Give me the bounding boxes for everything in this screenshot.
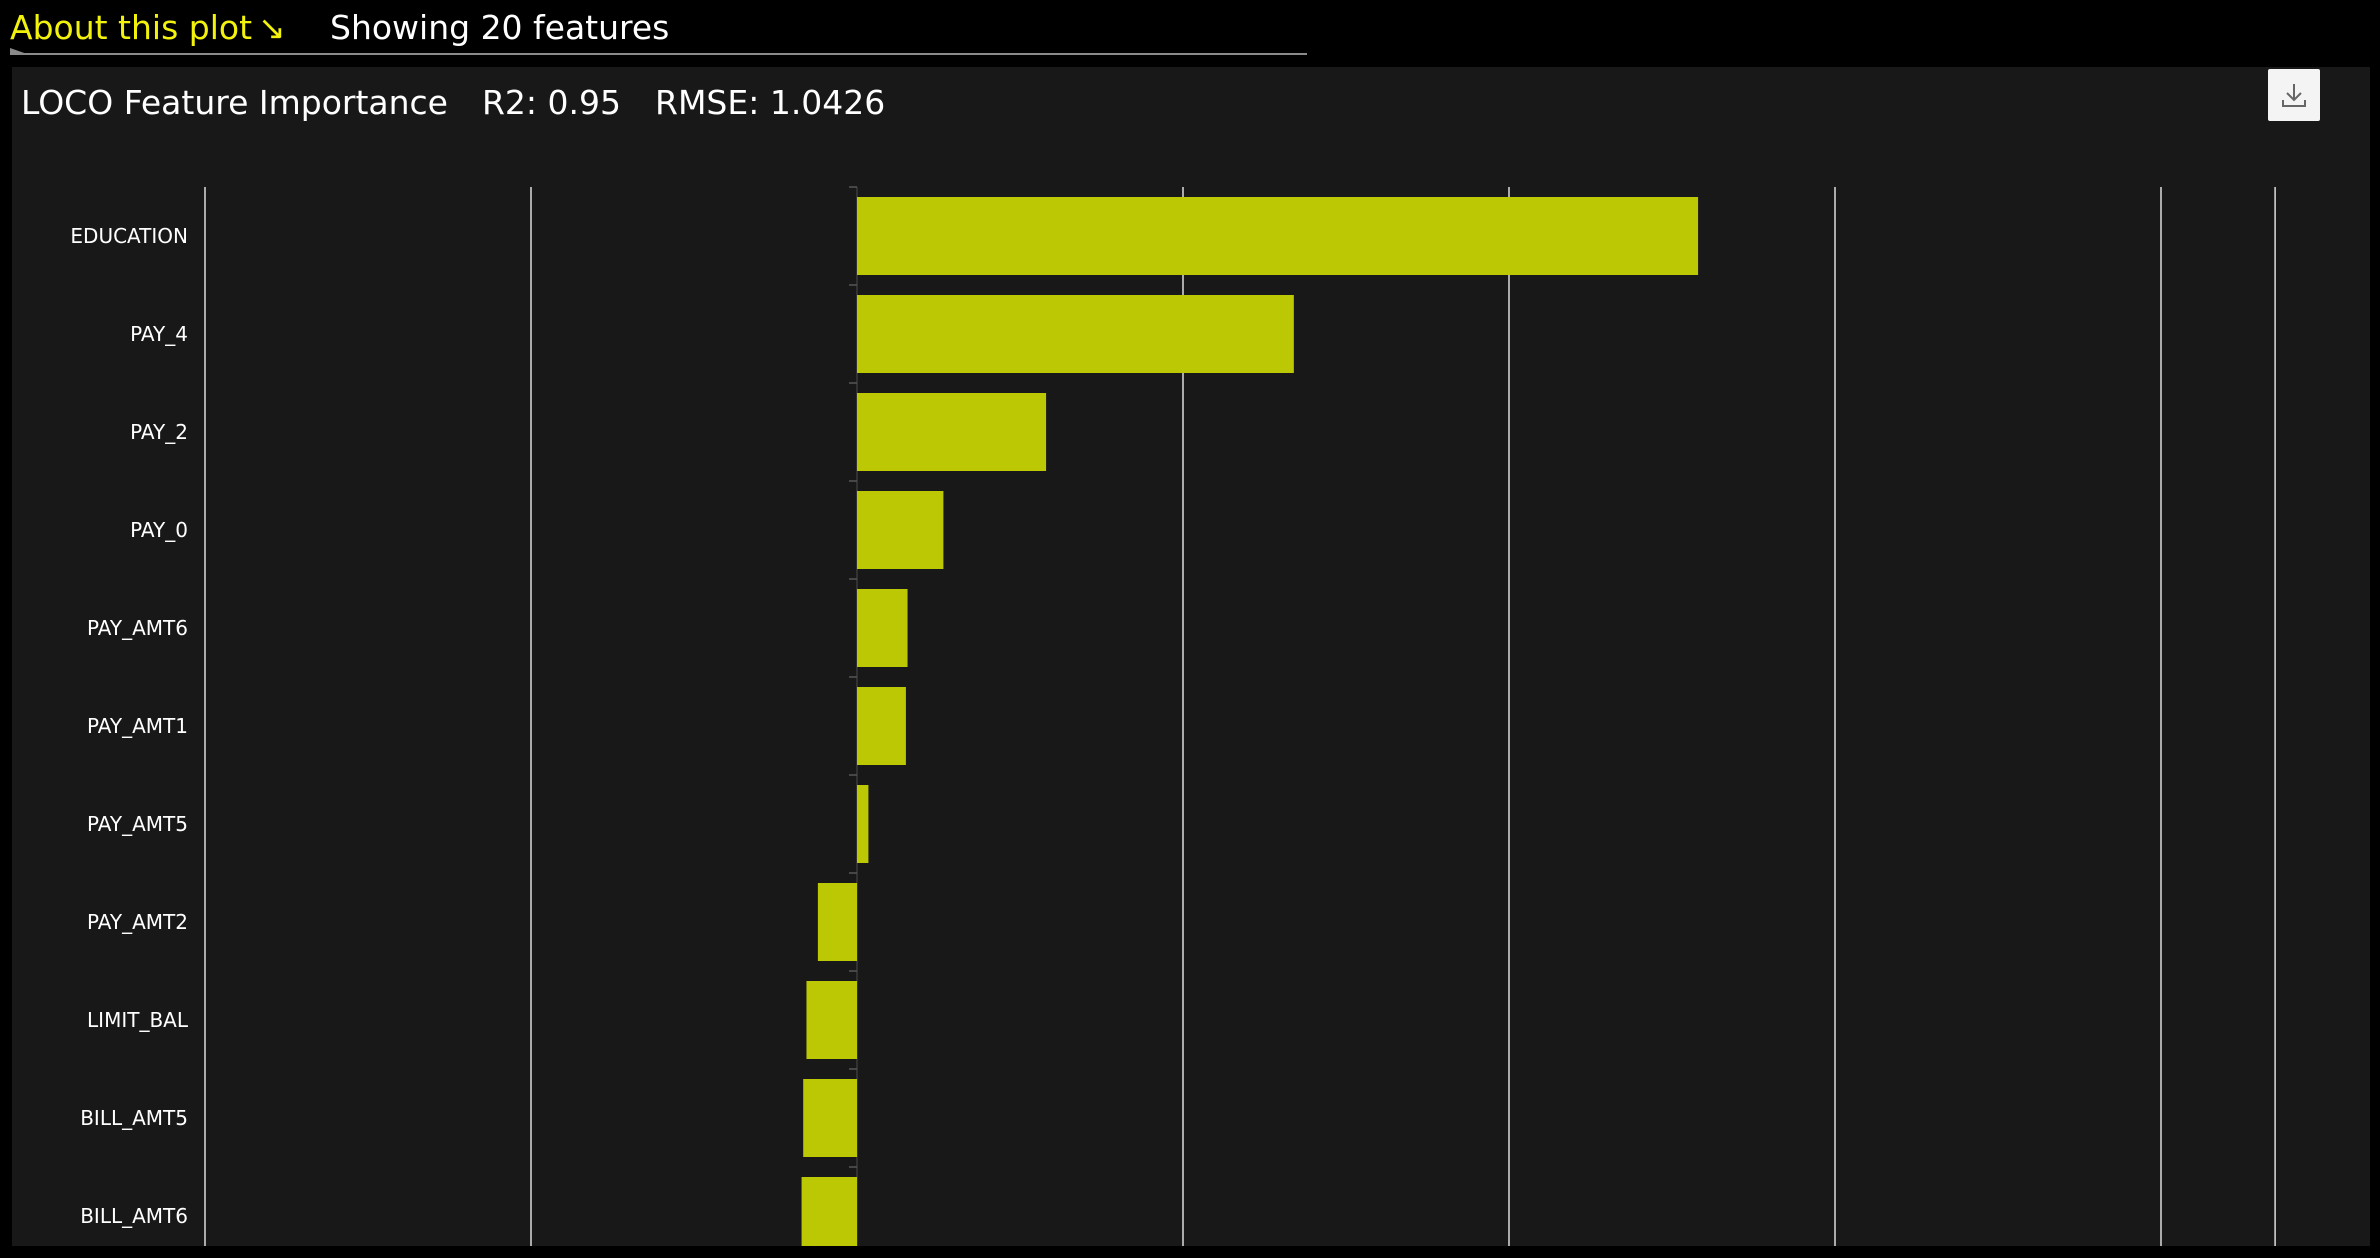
tab-indicator (10, 48, 30, 55)
category-label: BILL_AMT6 (80, 1204, 188, 1228)
bar-limit-bal[interactable] (806, 981, 857, 1059)
r2-metric: R2: 0.95 (482, 83, 622, 122)
category-label: PAY_AMT5 (87, 812, 188, 836)
bar-pay-4[interactable] (857, 295, 1294, 373)
category-label: PAY_AMT6 (87, 616, 188, 640)
chart-header: LOCO Feature Importance R2: 0.95 RMSE: 1.0… (21, 83, 919, 122)
download-button[interactable] (2268, 69, 2320, 121)
download-icon (2282, 84, 2306, 107)
arrow-down-right-icon: ↘ (258, 8, 286, 47)
bar-education[interactable] (857, 197, 1699, 275)
chart-panel: EDUCATION PAY_4 PAY_2 PAY_0 PAY_AMT6 PAY_AMT1… (12, 67, 2370, 1246)
bar-pay-amt2[interactable] (817, 883, 857, 961)
about-this-plot-label: About this plot (10, 8, 253, 47)
bar-chart: EDUCATION PAY_4 PAY_2 PAY_0 PAY_AMT6 PAY_AMT1… (70, 186, 2276, 1246)
bar-bill-amt5[interactable] (803, 1079, 857, 1157)
feature-count-text: Showing 20 features (330, 8, 670, 47)
bar-pay-amt5[interactable] (857, 785, 869, 863)
chart-title: LOCO Feature Importance (21, 83, 448, 122)
category-label: LIMIT_BAL (87, 1008, 189, 1032)
category-label: PAY_0 (130, 518, 188, 542)
category-label: EDUCATION (70, 224, 188, 248)
top-bar: About this plot ↘ Showing 20 features (0, 0, 1310, 58)
rmse-metric: RMSE: 1.0426 (655, 83, 886, 122)
about-this-plot-link[interactable]: About this plot ↘ (10, 8, 286, 47)
category-label: PAY_2 (130, 420, 188, 444)
bar-pay-2[interactable] (857, 393, 1047, 471)
category-label: PAY_4 (130, 322, 188, 346)
bar-pay-amt1[interactable] (857, 687, 906, 765)
bar-pay-amt6[interactable] (857, 589, 908, 667)
bar-bill-amt6[interactable] (801, 1177, 857, 1246)
category-label: PAY_AMT1 (87, 714, 188, 738)
bar-pay-0[interactable] (857, 491, 944, 569)
divider (10, 53, 1307, 55)
category-label: BILL_AMT5 (80, 1106, 188, 1130)
category-label: PAY_AMT2 (87, 910, 188, 934)
